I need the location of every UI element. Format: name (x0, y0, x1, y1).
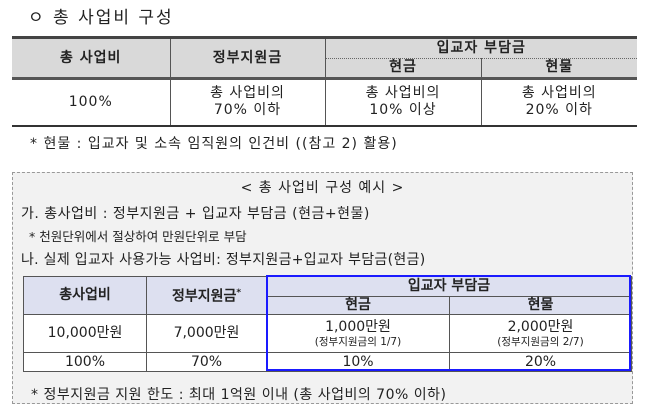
example-box: < 총 사업비 구성 예시 > 가. 총사업비 : 정부지원금 + 입교자 부담… (12, 172, 633, 404)
cell-inkind-amount: 2,000만원 (정부지원금의 2/7) (449, 314, 632, 353)
cell-total: 100% (12, 77, 171, 127)
section-title: ㅇ 총 사업비 구성 (28, 8, 174, 28)
cell-cash-percent: 10% (266, 352, 450, 372)
example-title: < 총 사업비 구성 예시 > (240, 180, 405, 196)
header-total: 총사업비 (23, 276, 147, 315)
cell-text: 10% 이상 (369, 102, 437, 119)
cell-text: 70% 이하 (213, 102, 282, 119)
footnote-mark: * (236, 288, 242, 299)
footnote-inkind: * 현물 : 입교자 및 소속 임직원의 인건비 ((참고 2) 활용) (30, 136, 398, 152)
cell-cash: 총 사업비의 10% 이상 (324, 77, 482, 127)
cell-gov-amount: 7,000만원 (146, 314, 267, 353)
cell-inkind-percent: 20% (449, 352, 632, 372)
cell-text: 20% 이하 (525, 102, 593, 119)
header-burden: 입교자 부담금 (324, 36, 637, 58)
example-table: 총사업비 정부지원금* 입교자 부담금 현금 현물 10,000만원 7,000… (23, 276, 632, 372)
cost-composition-table: 총 사업비 정부지원금 입교자 부담금 현금 현물 100% 총 사업비의 70%… (12, 36, 637, 127)
cell-text: 1,000만원 (325, 318, 391, 335)
cell-text: 2,000만원 (507, 318, 574, 335)
example-line-a: 가. 총사업비 : 정부지원금 + 입교자 부담금 (현금+현물) (21, 206, 370, 222)
cell-inkind: 총 사업비의 20% 이하 (480, 77, 637, 127)
cell-text: 총 사업비의 (365, 85, 441, 102)
header-cash: 현금 (266, 296, 450, 315)
cell-total-amount: 10,000만원 (23, 314, 147, 353)
footnote-gov-limit: * 정부지원금 지원 한도 : 최대 1억원 이내 (총 사업비의 70% 이하… (31, 387, 447, 403)
example-line-a-note: * 천원단위에서 절상하여 만원단위로 부담 (29, 229, 247, 244)
burden-highlight-box (266, 275, 631, 371)
cell-gov-percent: 70% (146, 352, 267, 372)
header-gov-label: 정부지원금 (171, 288, 237, 305)
cell-gov: 총 사업비의 70% 이하 (169, 77, 326, 127)
cell-note: (정부지원금의 1/7) (314, 335, 402, 348)
header-cash: 현금 (325, 57, 482, 79)
example-line-b: 나. 실제 입교자 사용가능 사업비: 정부지원금+입교자 부담금(현금) (21, 252, 426, 268)
header-inkind: 현물 (480, 57, 637, 79)
cell-text: 총 사업비의 (521, 85, 597, 102)
cell-text: 총 사업비의 (210, 85, 285, 102)
header-gov: 정부지원금* (146, 276, 267, 315)
header-gov: 정부지원금 (169, 36, 326, 79)
cell-cash-amount: 1,000만원 (정부지원금의 1/7) (266, 314, 450, 353)
header-total: 총 사업비 (12, 36, 171, 79)
cell-total-percent: 100% (23, 352, 147, 372)
header-burden: 입교자 부담금 (266, 276, 632, 297)
cell-note: (정부지원금의 2/7) (497, 335, 584, 348)
